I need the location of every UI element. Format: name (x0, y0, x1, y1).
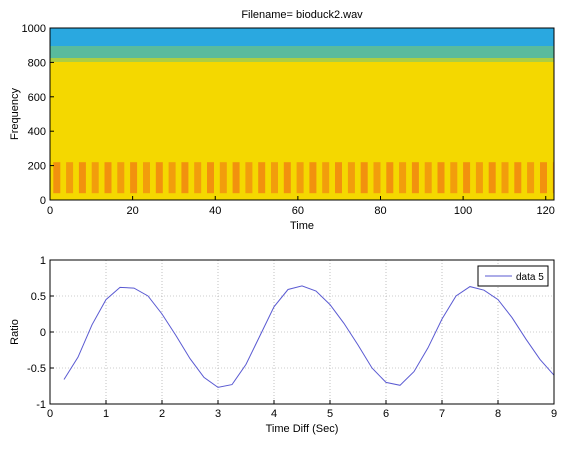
spectrogram-pulse (424, 162, 432, 194)
spectrogram-pulse (540, 162, 547, 194)
y-tick-label: -1 (36, 399, 46, 411)
x-tick-label: 20 (126, 205, 138, 217)
legend-label: data 5 (516, 272, 544, 283)
x-tick-label: 120 (537, 205, 555, 217)
spectrogram-pulse (450, 162, 458, 194)
line-grid (50, 260, 554, 404)
x-tick-label: 0 (47, 205, 53, 217)
spectrogram-plot-area (50, 28, 554, 200)
spectrogram-pulse (322, 162, 330, 194)
spectrogram-pulse (309, 162, 317, 194)
x-tick-label: 3 (215, 408, 221, 420)
spectrogram-title: Filename= bioduck2.wav (241, 9, 363, 21)
line-y-ticks: -1 -0.5 0 0.5 1 (27, 255, 54, 411)
x-tick-label: 9 (551, 408, 557, 420)
x-tick-label: 60 (292, 205, 304, 217)
y-tick-label: 0.5 (31, 291, 46, 303)
y-tick-label: 1000 (22, 23, 46, 35)
x-tick-label: 8 (495, 408, 501, 420)
spectrogram-pulse (143, 162, 150, 194)
spectrogram-pulse (373, 162, 381, 194)
x-tick-label: 100 (454, 205, 472, 217)
spectrogram-pulse (411, 162, 419, 194)
spectrogram-pulse (488, 162, 496, 194)
spectrogram-pulse (283, 162, 291, 194)
x-tick-label: 40 (209, 205, 221, 217)
spectrogram-pulse (245, 162, 253, 194)
spectrogram-pulses (53, 162, 554, 194)
x-tick-label: 0 (47, 408, 53, 420)
line-ylabel: Ratio (9, 319, 21, 345)
x-tick-label: 80 (374, 205, 386, 217)
legend-box (477, 265, 549, 287)
spectrogram-pulse (181, 162, 189, 194)
series-line-data-5 (63, 285, 554, 388)
y-tick-label: 800 (28, 57, 46, 69)
spectrogram-pulse (360, 162, 368, 194)
y-tick-label: 0 (40, 195, 46, 207)
x-tick-label: 4 (271, 408, 277, 420)
spectrogram-frame (49, 27, 555, 201)
spectrogram-pulse (53, 162, 61, 194)
y-tick-label: -0.5 (27, 363, 46, 375)
spectrogram-pulse (232, 162, 240, 194)
spectrogram-pulse (219, 162, 227, 194)
spectrogram-transition-band (50, 46, 554, 62)
spectrogram-pulse (386, 162, 394, 194)
y-tick-label: 0 (40, 327, 46, 339)
spectrogram-pulse (437, 162, 445, 194)
spectrogram-y-ticks: 0 200 400 600 800 1000 (22, 23, 54, 207)
spectrogram-pulse (527, 162, 535, 194)
spectrogram-pulse (335, 162, 342, 194)
spectrogram-pulse (347, 162, 355, 194)
line-x-ticks: 0 1 2 3 4 5 6 7 8 9 (47, 400, 557, 420)
legend: data 5 (477, 265, 549, 287)
spectrogram-pulse (258, 162, 266, 194)
spectrogram-pulse (194, 162, 202, 194)
spectrogram-pulse (514, 162, 522, 194)
spectrogram-pulse (475, 162, 483, 194)
spectrogram-pulse (399, 162, 407, 194)
spectrogram-pulse (501, 162, 509, 194)
spectrogram-pulse (463, 162, 471, 194)
spectrogram-pulse (552, 162, 554, 194)
y-tick-label: 600 (28, 92, 46, 104)
spectrogram-pulse (207, 162, 214, 194)
x-tick-label: 1 (103, 408, 109, 420)
spectrogram-pulse (168, 162, 176, 194)
spectrogram-pulse (78, 162, 86, 194)
line-xlabel: Time Diff (Sec) (266, 423, 339, 435)
spectrogram-pulse (155, 162, 163, 194)
spectrogram-x-ticks: 0 20 40 60 80 100 120 (47, 196, 555, 217)
x-tick-label: 6 (383, 408, 389, 420)
spectrogram-pulse (91, 162, 99, 194)
spectrogram-pulse (66, 162, 74, 194)
x-tick-label: 7 (439, 408, 445, 420)
spectrogram-pulse (271, 162, 278, 194)
spectrogram-xlabel: Time (290, 220, 314, 232)
y-tick-label: 1 (40, 255, 46, 267)
y-tick-label: 200 (28, 161, 46, 173)
spectrogram-ylabel: Frequency (9, 88, 21, 140)
spectrogram-pulse (117, 162, 125, 194)
x-tick-label: 2 (159, 408, 165, 420)
spectrogram-pulse (130, 162, 138, 194)
x-tick-label: 5 (327, 408, 333, 420)
spectrogram-pulse (296, 162, 304, 194)
spectrogram-pulse (104, 162, 112, 194)
y-tick-label: 400 (28, 126, 46, 138)
